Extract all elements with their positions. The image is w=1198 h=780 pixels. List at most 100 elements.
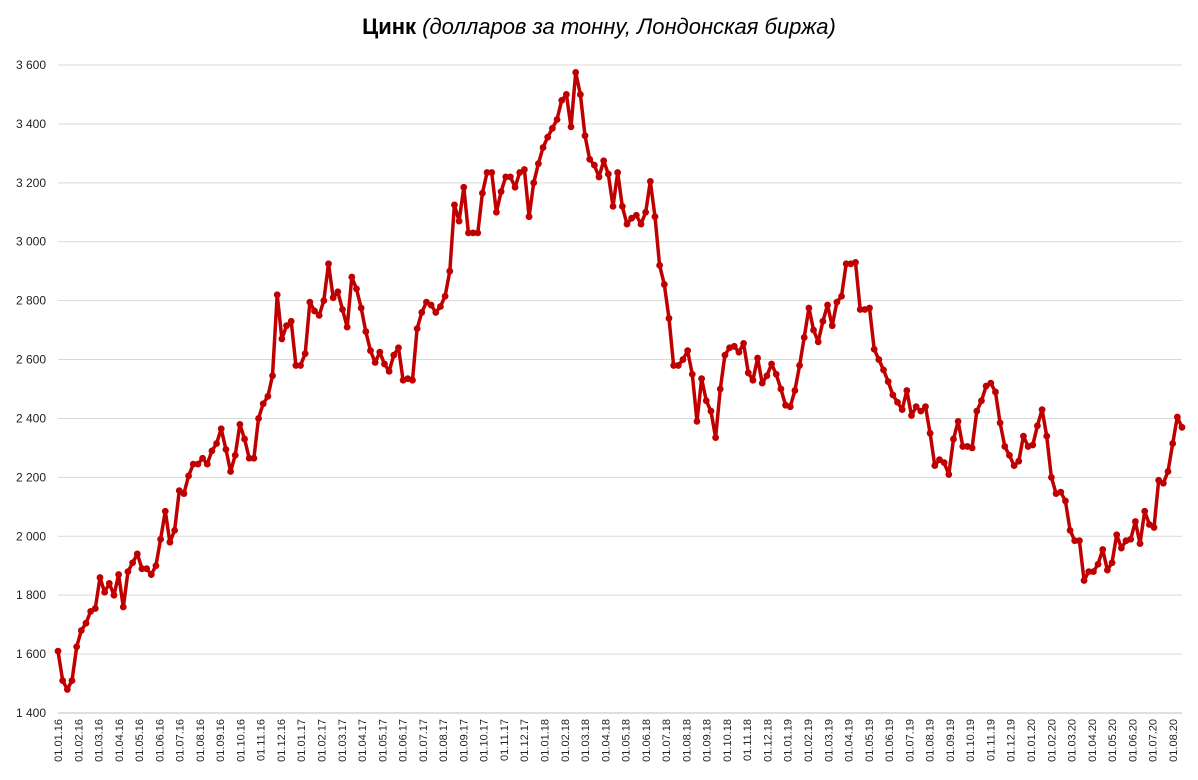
data-point: [833, 298, 841, 306]
data-point: [642, 208, 650, 216]
data-point: [166, 538, 174, 546]
x-tick-label: 01.01.18: [539, 719, 551, 762]
data-point: [497, 188, 505, 196]
data-point: [1117, 544, 1125, 552]
data-point: [1099, 546, 1107, 553]
data-point: [1057, 488, 1065, 496]
data-point: [950, 435, 957, 443]
data-point: [1136, 540, 1144, 548]
data-point: [1062, 497, 1069, 505]
data-point: [534, 160, 542, 168]
data-point: [451, 201, 458, 209]
data-point: [735, 348, 743, 356]
data-point: [115, 571, 123, 578]
y-tick-label: 1 800: [16, 588, 46, 602]
data-point: [292, 362, 300, 369]
grid-lines: [58, 64, 1182, 714]
y-tick-label: 3 000: [16, 235, 46, 249]
x-tick-label: 01.07.17: [418, 719, 430, 762]
data-point: [269, 372, 276, 380]
data-point: [1173, 413, 1181, 421]
data-point: [1131, 518, 1139, 525]
x-tick-label: 01.06.18: [641, 719, 653, 762]
data-point: [712, 434, 720, 441]
x-tick-label: 01.04.16: [114, 719, 126, 762]
data-point: [334, 288, 342, 296]
x-tick-label: 01.08.20: [1168, 719, 1180, 762]
x-tick-label: 01.08.16: [195, 719, 207, 762]
data-point: [903, 387, 911, 394]
data-point: [875, 356, 883, 363]
data-point: [91, 605, 99, 612]
data-point: [987, 379, 995, 387]
data-point: [1113, 531, 1121, 539]
data-point: [805, 304, 813, 312]
x-tick-label: 01.05.19: [864, 719, 876, 762]
x-tick-label: 01.04.20: [1087, 719, 1099, 762]
x-tick-label: 01.09.17: [458, 719, 470, 762]
x-tick-label: 01.03.16: [94, 719, 106, 762]
data-point: [665, 314, 673, 322]
data-point: [973, 407, 981, 415]
data-point: [357, 304, 365, 312]
data-point: [1001, 443, 1009, 450]
data-point: [441, 292, 449, 300]
data-point: [278, 335, 286, 343]
data-point: [959, 443, 967, 450]
data-point: [721, 351, 729, 359]
data-point: [931, 462, 939, 469]
data-point: [227, 468, 234, 475]
x-tick-label: 01.05.18: [621, 719, 633, 762]
data-point: [199, 454, 206, 462]
data-point: [1108, 559, 1116, 567]
x-tick-label: 01.12.18: [762, 719, 774, 762]
data-point: [465, 229, 472, 237]
chart-title: Цинк (долларов за тонну, Лондонская бирж…: [0, 14, 1198, 40]
data-point: [325, 260, 332, 268]
y-tick-label: 2 600: [16, 353, 46, 367]
data-point: [1020, 432, 1027, 440]
data-point: [679, 356, 687, 363]
data-point: [838, 292, 845, 300]
y-tick-label: 2 000: [16, 529, 46, 543]
data-point: [194, 460, 202, 468]
data-point: [180, 490, 188, 497]
data-point: [609, 202, 617, 210]
x-tick-label: 01.01.16: [53, 719, 65, 762]
data-point: [810, 326, 817, 334]
data-point: [479, 189, 486, 197]
data-point: [866, 304, 873, 312]
data-point: [922, 403, 929, 411]
data-point: [245, 454, 253, 462]
data-point: [908, 412, 915, 419]
data-point: [614, 169, 622, 176]
x-tick-label: 01.03.17: [337, 719, 349, 762]
x-tick-label: 01.03.18: [580, 719, 592, 762]
data-point: [68, 677, 76, 684]
data-point: [618, 202, 626, 210]
data-point: [740, 339, 747, 347]
x-tick-label: 01.01.19: [783, 719, 795, 762]
data-point: [1034, 422, 1041, 430]
x-tick-label: 01.10.18: [722, 719, 734, 762]
x-tick-label: 01.09.19: [945, 719, 957, 762]
y-tick-label: 2 200: [16, 470, 46, 484]
data-point: [105, 580, 113, 587]
data-point: [73, 643, 81, 651]
data-point: [744, 369, 752, 377]
data-point: [339, 306, 346, 313]
data-point: [315, 311, 323, 319]
data-point: [800, 334, 808, 341]
data-point: [343, 323, 351, 331]
data-point: [894, 398, 901, 406]
data-point: [1071, 537, 1079, 545]
data-point: [371, 359, 379, 366]
data-point: [306, 298, 314, 306]
data-point: [506, 173, 514, 181]
data-point: [77, 627, 85, 634]
data-point: [754, 354, 761, 362]
data-point: [231, 451, 239, 459]
data-point: [171, 526, 178, 534]
data-point: [1103, 566, 1111, 574]
x-tick-label: 01.09.18: [702, 719, 714, 762]
